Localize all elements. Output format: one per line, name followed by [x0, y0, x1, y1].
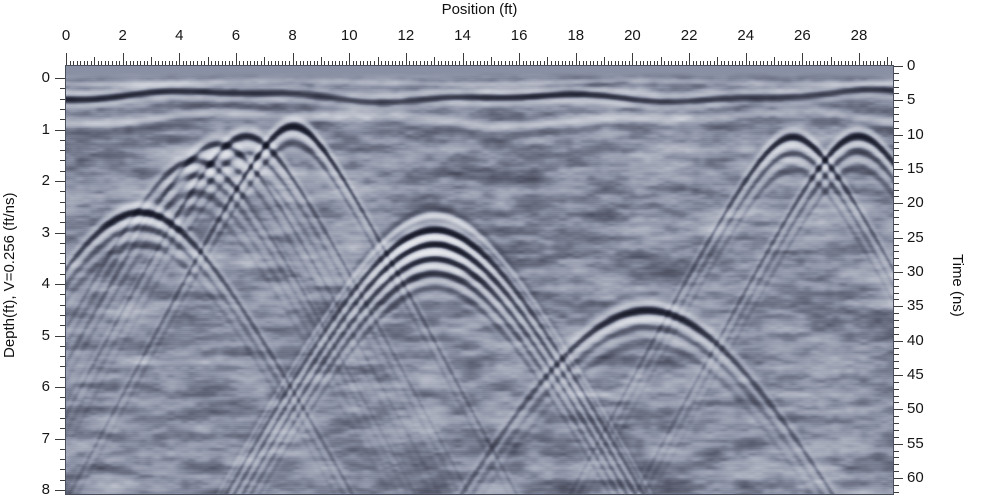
time-tick-label: 55 — [907, 434, 924, 452]
position-tick-label: 22 — [680, 27, 698, 44]
depth-tick-label: 8 — [41, 481, 50, 498]
depth-tick-label: 3 — [41, 223, 50, 241]
position-tick-label: 24 — [737, 27, 755, 44]
position-tick-label: 26 — [794, 27, 811, 44]
depth-tick-label: 0 — [41, 69, 50, 86]
position-tick-label: 10 — [340, 27, 358, 44]
time-tick-label: 25 — [907, 228, 924, 246]
time-tick-label: 30 — [907, 263, 924, 280]
x-axis-title: Position (ft) — [441, 1, 518, 18]
time-tick-label: 40 — [907, 331, 924, 349]
position-tick-label: 12 — [397, 27, 415, 44]
radargram-image — [66, 66, 893, 494]
position-tick-label: 18 — [567, 27, 585, 44]
depth-tick-label: 7 — [41, 429, 50, 447]
position-tick-label: 2 — [118, 27, 127, 44]
time-tick-label: 45 — [907, 366, 924, 383]
time-tick-label: 50 — [907, 400, 924, 418]
time-tick-label: 20 — [907, 194, 924, 212]
depth-tick-label: 4 — [41, 275, 50, 292]
depth-tick-label: 2 — [41, 172, 50, 189]
position-tick-label: 14 — [454, 27, 471, 44]
position-tick-label: 8 — [288, 27, 297, 44]
position-tick-label: 0 — [61, 27, 71, 44]
time-tick-label: 0 — [907, 57, 916, 74]
depth-tick-label: 6 — [41, 378, 50, 395]
position-tick-label: 4 — [175, 27, 184, 44]
right-axis-title: Time (ns) — [949, 253, 966, 317]
depth-tick-label: 5 — [41, 326, 50, 344]
position-tick-label: 28 — [850, 27, 868, 44]
time-tick-label: 60 — [907, 469, 924, 486]
time-tick-label: 10 — [907, 125, 924, 143]
position-tick-label: 20 — [624, 27, 641, 44]
time-tick-label: 5 — [907, 91, 916, 109]
position-tick-label: 16 — [510, 27, 528, 44]
depth-tick-label: 1 — [41, 120, 50, 138]
time-tick-label: 15 — [907, 160, 924, 177]
time-tick-label: 35 — [907, 297, 924, 315]
position-tick-label: 6 — [231, 27, 241, 44]
